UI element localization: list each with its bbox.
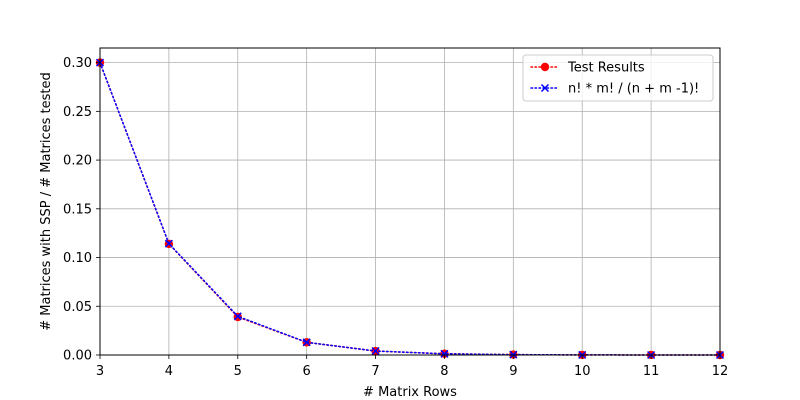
y-tick-label: 0.05 [63, 300, 92, 315]
y-axis: 0.00 0.05 0.10 0.15 0.20 0.25 0.30 [63, 56, 100, 364]
x-tick-label: 8 [440, 364, 448, 379]
x-tick-label: 6 [303, 364, 311, 379]
plot-frame [99, 47, 721, 356]
y-tick-label: 0.10 [63, 251, 92, 266]
legend-label: Test Results [567, 61, 645, 76]
series-layer [95, 58, 725, 360]
series-1-point [540, 83, 550, 93]
series-1-point [164, 239, 173, 248]
x-tick-label: 4 [165, 364, 173, 379]
legend: Test Results n! * m! / (n + m -1)! [522, 54, 714, 102]
x-tick-label: 10 [574, 364, 591, 379]
series-0-point [540, 62, 550, 72]
legend-box [522, 54, 714, 102]
y-axis-label: # Matrices with SSP / # Matrices tested [39, 72, 54, 331]
y-tick-label: 0.25 [63, 105, 92, 120]
legend-entry: n! * m! / (n + m -1)! [530, 82, 699, 97]
y-tick-label: 0.00 [63, 349, 92, 364]
y-tick-label: 0.20 [63, 154, 92, 169]
x-axis: 3 4 5 6 7 8 9 10 11 12 [96, 355, 728, 379]
x-tick-label: 5 [234, 364, 242, 379]
x-tick-label: 12 [712, 364, 729, 379]
legend-entry: Test Results [530, 61, 645, 76]
x-axis-label: # Matrix Rows [363, 385, 457, 400]
y-tick-label: 0.15 [63, 202, 92, 217]
legend-label: n! * m! / (n + m -1)! [568, 82, 699, 97]
series-1-point [302, 338, 311, 347]
x-tick-label: 3 [96, 364, 104, 379]
x-tick-label: 7 [371, 364, 379, 379]
series-1-point [440, 349, 449, 358]
x-tick-label: 11 [643, 364, 660, 379]
series-1-point [233, 312, 242, 321]
x-tick-label: 9 [509, 364, 517, 379]
y-tick-label: 0.30 [63, 56, 92, 71]
series-1-point [371, 346, 380, 356]
